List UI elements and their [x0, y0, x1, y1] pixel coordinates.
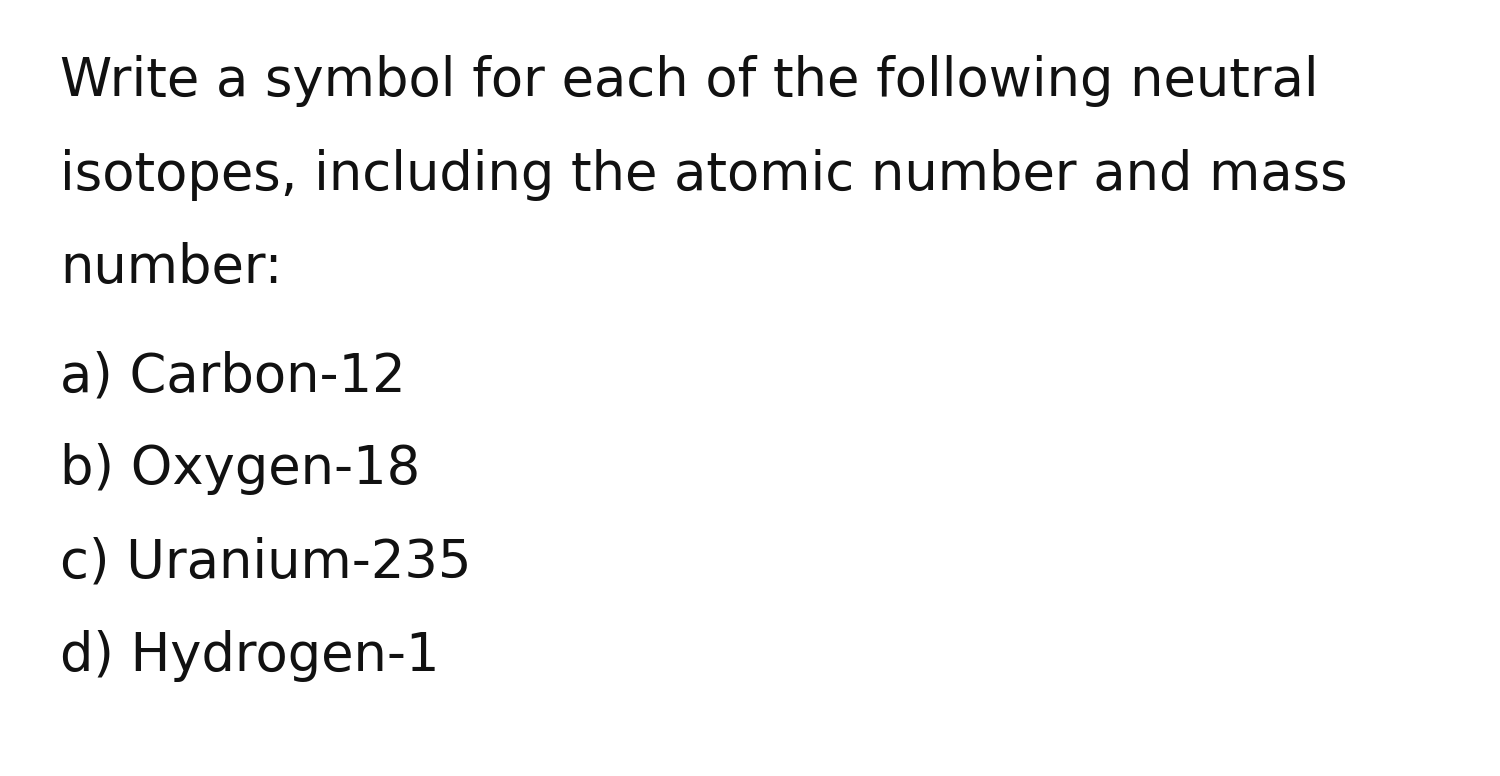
Text: Write a symbol for each of the following neutral: Write a symbol for each of the following… [60, 55, 1318, 108]
Text: d) Hydrogen-1: d) Hydrogen-1 [60, 629, 440, 682]
Text: a) Carbon-12: a) Carbon-12 [60, 350, 405, 403]
Text: b) Oxygen-18: b) Oxygen-18 [60, 443, 420, 496]
Text: number:: number: [60, 241, 282, 294]
Text: c) Uranium-235: c) Uranium-235 [60, 536, 471, 589]
Text: isotopes, including the atomic number and mass: isotopes, including the atomic number an… [60, 148, 1347, 201]
